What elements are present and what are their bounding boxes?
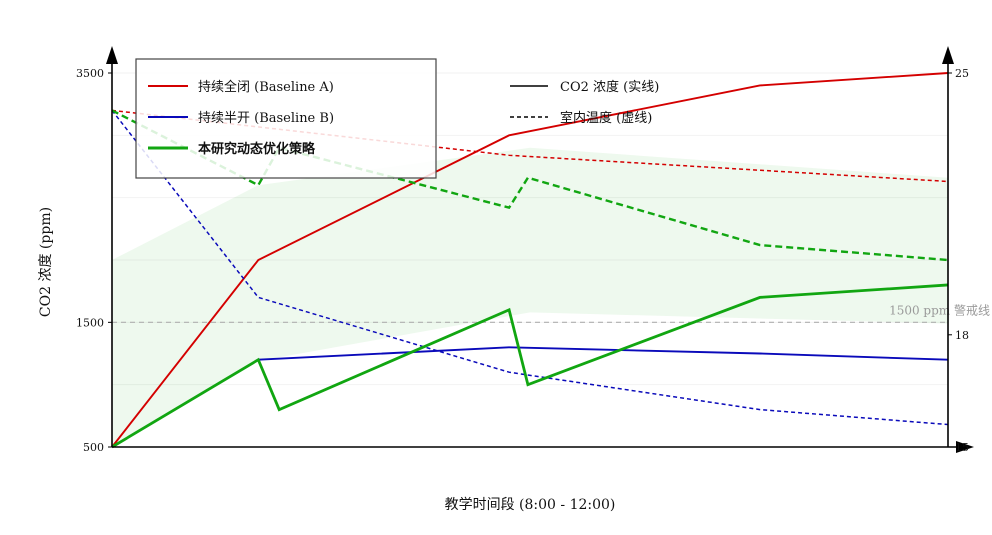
legend-box: [135, 58, 437, 179]
y-right-tick-label: 25: [955, 67, 969, 80]
x-axis-title: 教学时间段 (8:00 - 12:00): [445, 497, 616, 513]
y-right-tick-label: 15: [955, 441, 969, 454]
tick-labels: 500 1500 3500 15 18 25: [76, 67, 969, 454]
y-left-tick-label: 500: [83, 441, 104, 454]
y-left-tick-label: 3500: [76, 67, 104, 80]
series-3-co2-line: [111, 283, 949, 449]
legend-entries: 持续全闭 (Baseline A) 持续半开 (Baseline B) 本研究动态优…: [148, 79, 659, 157]
band-layer: [112, 147, 948, 448]
series-1-co2-line: [111, 72, 949, 448]
legend-label-series-2: 持续半开 (Baseline B): [198, 111, 334, 126]
temperature-band: [112, 147, 948, 448]
reference-line-label: 1500 ppm 警戒线: [889, 302, 990, 317]
y-axis-right-arrowhead: [942, 46, 954, 64]
series-2-temperature-line: [111, 109, 949, 426]
legend-label-series-1: 持续全闭 (Baseline A): [198, 79, 334, 95]
y-axis-left-arrowhead: [106, 46, 118, 64]
x-axis-arrowhead: [956, 441, 974, 453]
legend-label-dashed: 室内温度 (虚线): [560, 110, 652, 126]
y-right-tick-label: 18: [955, 329, 969, 342]
series-3-temperature-line: [111, 109, 949, 262]
y-axis-title-left: CO2 浓度 (ppm): [38, 207, 54, 317]
reference-line-layer: 1500 ppm 警戒线: [112, 302, 990, 323]
legend-label-solid: CO2 浓度 (实线): [560, 79, 659, 95]
legend: 持续全闭 (Baseline A) 持续半开 (Baseline B) 本研究动态优…: [135, 58, 659, 179]
axes: [106, 46, 974, 453]
legend-label-series-3: 本研究动态优化策略: [198, 141, 316, 157]
y-left-tick-label: 1500: [76, 316, 104, 329]
